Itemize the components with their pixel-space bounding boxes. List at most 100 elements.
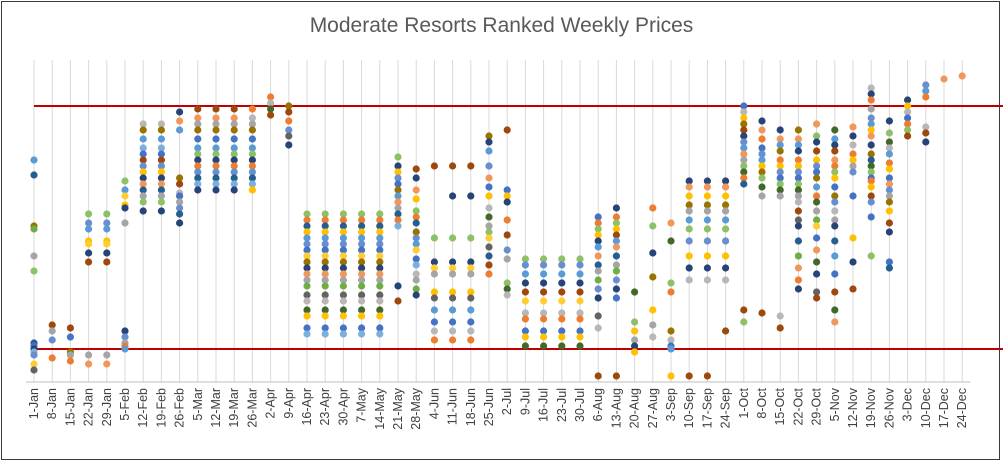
data-point bbox=[376, 324, 384, 332]
data-point bbox=[631, 342, 639, 350]
data-point bbox=[157, 150, 165, 158]
data-point bbox=[667, 372, 675, 380]
data-point bbox=[412, 219, 420, 227]
data-point bbox=[230, 114, 238, 122]
data-point bbox=[248, 186, 256, 194]
data-point bbox=[121, 327, 129, 335]
data-point bbox=[303, 297, 311, 305]
data-point bbox=[449, 192, 457, 200]
data-point bbox=[157, 162, 165, 170]
data-point bbox=[813, 207, 821, 215]
data-point bbox=[849, 156, 857, 164]
data-point bbox=[703, 264, 712, 272]
data-point bbox=[358, 210, 366, 218]
data-point bbox=[667, 219, 675, 227]
data-point bbox=[303, 312, 311, 320]
data-point bbox=[66, 351, 74, 359]
data-point bbox=[794, 141, 803, 149]
data-point bbox=[594, 252, 602, 260]
data-point bbox=[831, 192, 839, 200]
data-point bbox=[394, 297, 402, 305]
data-point bbox=[339, 291, 347, 299]
data-point bbox=[813, 162, 821, 170]
x-tick-label: 16-Jul bbox=[537, 388, 551, 422]
data-point bbox=[485, 132, 493, 140]
data-point bbox=[430, 336, 438, 344]
data-point bbox=[667, 327, 675, 335]
data-point bbox=[813, 192, 821, 200]
data-point bbox=[212, 174, 220, 182]
data-point bbox=[194, 156, 202, 164]
data-point bbox=[412, 234, 420, 242]
data-point bbox=[904, 132, 912, 140]
data-point bbox=[703, 207, 712, 215]
data-point bbox=[485, 270, 493, 278]
x-tick-label: 12-Mar bbox=[209, 388, 223, 428]
data-point bbox=[594, 261, 602, 269]
data-point bbox=[576, 309, 584, 317]
data-point bbox=[157, 192, 165, 200]
data-point bbox=[831, 306, 839, 314]
x-tick-label: 23-Jul bbox=[555, 388, 569, 422]
data-point bbox=[176, 108, 184, 116]
data-point bbox=[685, 201, 693, 209]
data-point bbox=[449, 234, 457, 242]
data-point bbox=[467, 294, 475, 302]
data-point bbox=[649, 222, 657, 230]
data-point bbox=[722, 201, 730, 209]
data-point bbox=[467, 318, 475, 326]
data-point bbox=[958, 72, 966, 80]
x-tick-label: 21-May bbox=[391, 387, 405, 429]
data-point bbox=[303, 306, 311, 314]
data-point bbox=[813, 132, 821, 140]
data-point bbox=[212, 186, 220, 194]
data-point bbox=[685, 276, 693, 284]
data-point bbox=[558, 270, 566, 278]
data-point bbox=[631, 288, 639, 296]
data-point bbox=[467, 306, 475, 314]
data-point bbox=[339, 246, 347, 254]
data-point bbox=[722, 276, 730, 284]
data-point bbox=[412, 165, 420, 173]
data-point bbox=[740, 138, 748, 146]
data-point bbox=[594, 312, 602, 320]
data-point bbox=[631, 348, 639, 356]
data-point bbox=[576, 327, 584, 335]
data-point bbox=[412, 291, 420, 299]
data-point bbox=[885, 228, 894, 236]
x-tick-label: 13-Aug bbox=[609, 388, 623, 428]
data-point bbox=[922, 123, 930, 131]
x-tick-label: 19-Feb bbox=[154, 388, 168, 428]
data-point bbox=[394, 192, 402, 200]
data-point bbox=[558, 255, 566, 263]
data-point bbox=[558, 279, 566, 287]
data-point bbox=[157, 180, 165, 188]
data-point bbox=[121, 204, 129, 212]
data-point bbox=[521, 288, 530, 296]
data-point bbox=[139, 207, 147, 215]
data-point bbox=[285, 141, 293, 149]
data-point bbox=[885, 138, 894, 146]
data-point bbox=[758, 162, 766, 170]
data-point bbox=[849, 258, 857, 266]
data-point bbox=[485, 234, 493, 242]
data-point bbox=[813, 120, 821, 128]
data-point bbox=[139, 156, 147, 164]
data-point bbox=[612, 252, 621, 260]
data-point bbox=[139, 126, 147, 134]
data-point bbox=[103, 225, 111, 233]
data-point bbox=[139, 180, 147, 188]
data-point bbox=[867, 192, 875, 200]
data-point bbox=[358, 246, 366, 254]
data-point bbox=[867, 90, 875, 98]
data-point bbox=[849, 192, 857, 200]
data-point bbox=[85, 249, 93, 257]
data-point bbox=[321, 306, 329, 314]
data-point bbox=[321, 252, 329, 260]
data-point bbox=[321, 264, 329, 272]
data-point bbox=[867, 105, 875, 113]
data-point bbox=[376, 222, 384, 230]
data-point bbox=[831, 198, 839, 206]
data-point bbox=[267, 105, 275, 113]
